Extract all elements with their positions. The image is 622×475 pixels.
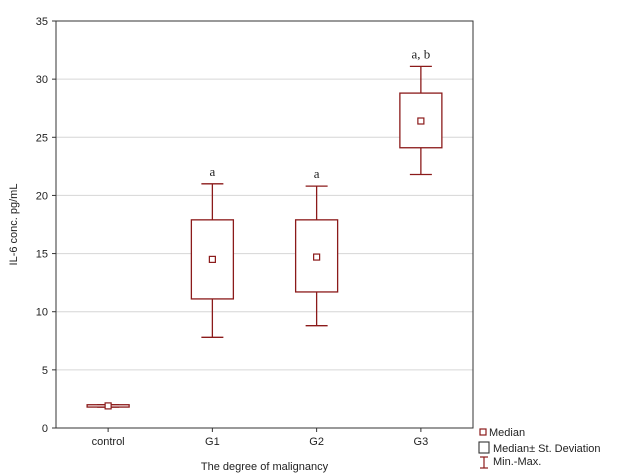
x-tick-label: G1 [205, 436, 220, 448]
y-tick-label: 20 [36, 190, 48, 202]
x-tick-label: G2 [309, 436, 324, 448]
x-tick-label: control [92, 436, 125, 448]
plot-area-frame [55, 20, 474, 429]
y-tick-label: 10 [36, 307, 48, 319]
legend-sd-box [478, 441, 490, 454]
significance-annotation: a [314, 166, 320, 181]
box-group: a, b [399, 46, 443, 176]
y-tick-label: 35 [36, 16, 48, 28]
y-axis-title: IL-6 conc. pg/mL [8, 184, 20, 266]
y-tick-label: 15 [36, 249, 48, 261]
significance-annotation: a, b [411, 46, 430, 61]
box-group: a [294, 166, 339, 327]
box-group: a [190, 164, 235, 338]
box-group [86, 402, 130, 410]
median-marker [104, 402, 112, 410]
y-tick-label: 0 [42, 423, 48, 435]
x-axis: control G1 G2 G3 [92, 428, 429, 448]
legend-sd-label: Median± St. Deviation [493, 443, 601, 455]
legend-minmax-label: Min.-Max. [493, 456, 541, 468]
median-marker [417, 117, 425, 125]
y-tick-label: 30 [36, 74, 48, 86]
x-axis-title: The degree of malignancy [201, 461, 329, 473]
median-marker [208, 255, 216, 263]
x-tick-label: G3 [414, 436, 429, 448]
y-tick-label: 25 [36, 132, 48, 144]
y-axis: 0 5 10 15 20 25 30 35 [36, 16, 56, 435]
legend-median-marker [479, 428, 487, 436]
grid-lines [56, 78, 473, 371]
significance-annotation: a [209, 164, 215, 179]
box-series: a a a, b [86, 46, 443, 410]
median-marker [313, 253, 321, 261]
legend-median-label: Median [489, 427, 525, 439]
y-tick-label: 5 [42, 365, 48, 377]
